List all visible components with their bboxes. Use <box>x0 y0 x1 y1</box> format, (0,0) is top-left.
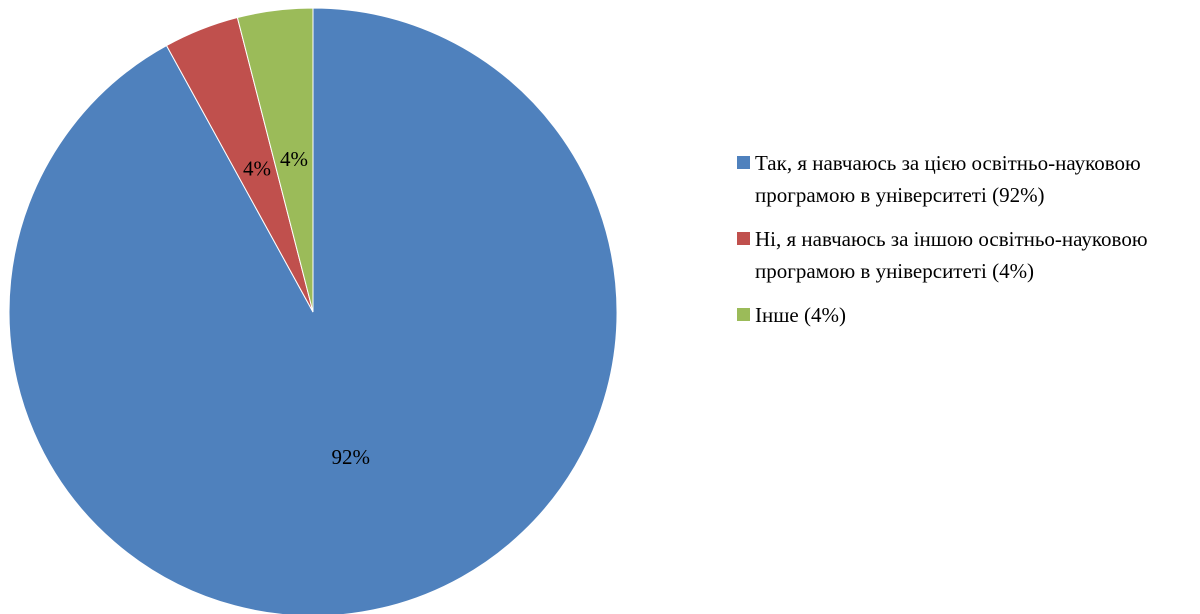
pie-slice <box>236 7 314 313</box>
legend-swatch <box>737 232 750 245</box>
data-label: 92% <box>332 445 371 469</box>
legend-entry: Інше (4%) <box>737 299 1187 331</box>
legend-entry: Так, я навчаюсь за цією освітньо-науково… <box>737 147 1187 211</box>
legend-label: Інше (4%) <box>755 303 846 327</box>
legend-entry: Ні, я навчаюсь за іншою освітньо-науково… <box>737 223 1187 287</box>
legend: Так, я навчаюсь за цією освітньо-науково… <box>737 147 1197 343</box>
legend-label: Ні, я навчаюсь за іншою освітньо-науково… <box>755 227 1148 283</box>
legend-swatch <box>737 308 750 321</box>
data-label: 4% <box>243 156 271 180</box>
data-label: 4% <box>280 147 308 171</box>
legend-swatch <box>737 156 750 169</box>
chart: 92% 4% 4% <box>8 7 618 614</box>
legend-label: Так, я навчаюсь за цією освітньо-науково… <box>755 151 1141 207</box>
